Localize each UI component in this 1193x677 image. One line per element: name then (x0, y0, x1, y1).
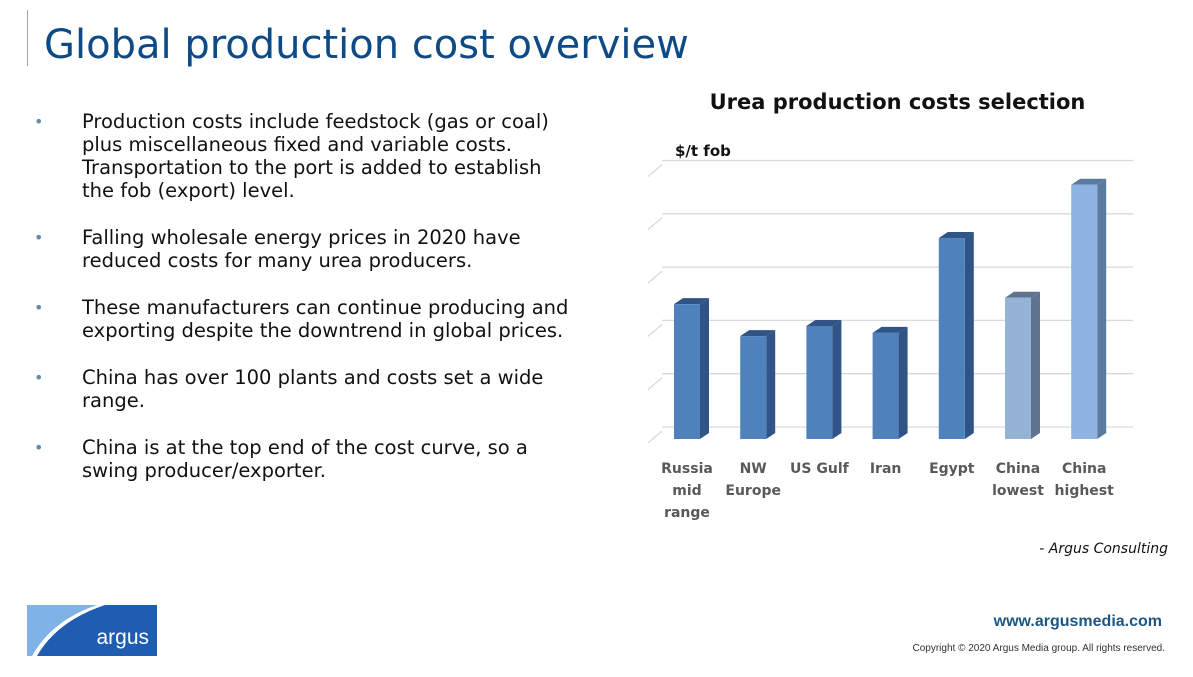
bar-top (938, 232, 974, 239)
category-label-line: lowest (992, 483, 1044, 499)
bullet-icon: • (34, 298, 44, 317)
bar-side (898, 326, 908, 439)
bullet-icon: • (34, 438, 44, 457)
category-label: Iran (851, 458, 921, 480)
bullet-text: China has over 100 plants and costs set … (82, 366, 544, 412)
bar-side (766, 330, 776, 439)
category-label-line: highest (1054, 483, 1114, 499)
gridline-depth (647, 164, 663, 177)
category-label-line: Iran (869, 461, 902, 477)
category-label: China lowest (983, 458, 1053, 502)
bar-side (832, 320, 842, 439)
bullet-text: These manufacturers can continue produci… (82, 296, 569, 342)
website-link[interactable]: www.argusmedia.com (993, 613, 1162, 630)
category-label-line: US Gulf (790, 461, 849, 477)
bar-top (872, 326, 908, 333)
bullet-item: • Falling wholesale energy prices in 2020… (30, 226, 575, 272)
category-label-line: Russia (661, 461, 713, 477)
page-title: Global production cost overview (44, 22, 689, 68)
bar-side (700, 298, 709, 439)
gridline-depth (647, 430, 663, 444)
gridline-depth (647, 270, 663, 284)
bullet-text: Production costs include feedstock (gas … (82, 110, 549, 202)
category-label: US Gulf (784, 458, 854, 480)
bullet-item: • China has over 100 plants and costs set… (30, 366, 575, 412)
bullet-item: • These manufacturers can continue produc… (30, 296, 575, 342)
gridline-depth (647, 377, 663, 391)
bullet-item: • Production costs include feedstock (gas… (30, 110, 575, 202)
bar-top (740, 330, 776, 337)
bar (806, 326, 833, 439)
bar (872, 332, 899, 439)
bar-top (806, 320, 842, 327)
gridline-depth (647, 323, 663, 337)
logo-swoosh-icon (27, 605, 105, 656)
bar (1071, 184, 1098, 439)
bar-top (674, 298, 709, 305)
bar-side (1031, 291, 1040, 439)
copyright: Copyright © 2020 Argus Media group. All … (912, 643, 1166, 654)
bar-top (1005, 291, 1040, 298)
y-axis-label: $/t fob (675, 142, 731, 160)
bullet-text: Falling wholesale energy prices in 2020 … (82, 226, 521, 272)
bullet-icon: • (34, 228, 44, 247)
chart-title: Urea production costs selection (709, 90, 1086, 114)
category-label-line: mid (672, 483, 702, 499)
bar (674, 304, 700, 439)
bar (1005, 297, 1031, 439)
argus-logo: argus (27, 605, 157, 656)
title-divider (27, 10, 28, 66)
bullet-text: China is at the top end of the cost curv… (82, 436, 528, 482)
bar (938, 238, 965, 439)
bullet-list: • Production costs include feedstock (gas… (30, 110, 575, 506)
gridline-depth (647, 217, 663, 231)
category-label: NW Europe (718, 458, 788, 502)
category-label-line: range (664, 505, 710, 521)
category-label: China highest (1049, 458, 1119, 502)
category-label-line: NW (739, 461, 767, 477)
bullet-icon: • (34, 368, 44, 387)
bullet-item: • China is at the top end of the cost cur… (30, 436, 575, 482)
category-label-line: Europe (725, 483, 781, 499)
logo-text: argus (96, 626, 149, 649)
bar-side (964, 232, 974, 439)
category-label: Egypt (917, 458, 987, 480)
bar-side (1097, 178, 1107, 439)
bar-top (1071, 178, 1107, 185)
bar (740, 336, 767, 439)
category-label: Russia mid range (652, 458, 722, 524)
source-credit: - Argus Consulting (1039, 541, 1168, 557)
bullet-icon: • (34, 112, 44, 131)
category-label-line: Egypt (929, 461, 975, 477)
category-label-line: China (995, 461, 1041, 477)
category-label-line: China (1061, 461, 1107, 477)
